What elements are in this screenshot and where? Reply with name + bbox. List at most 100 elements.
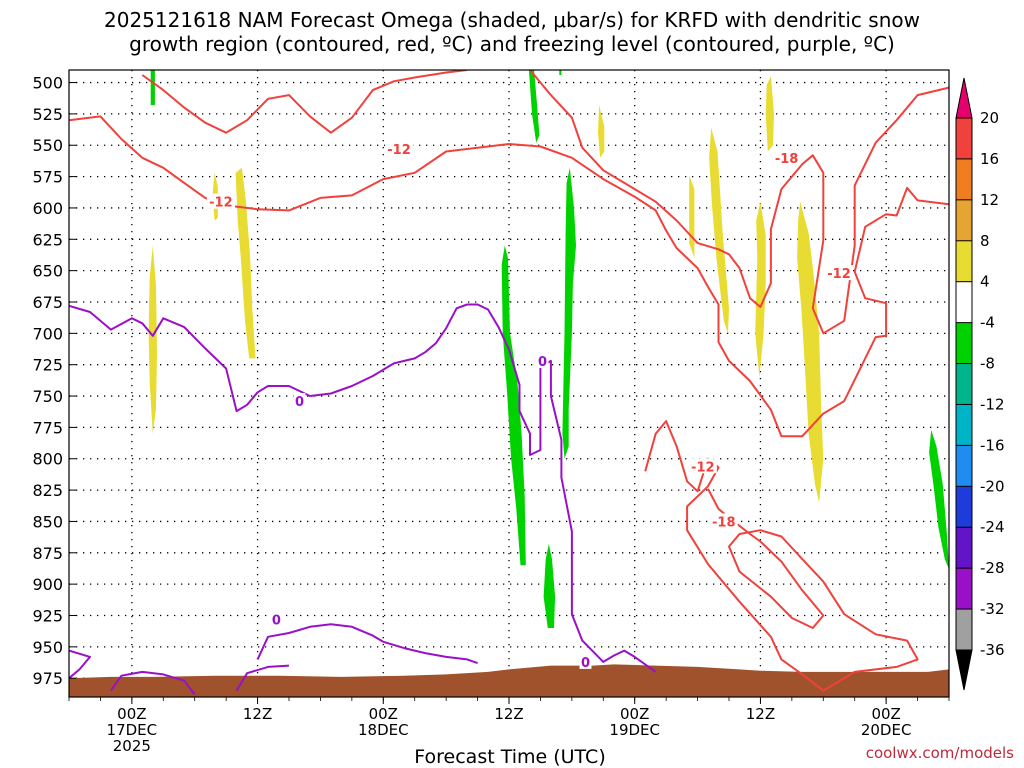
contour-label: 0 xyxy=(272,613,281,628)
dgz-contour-line xyxy=(69,115,949,438)
y-tick-label: 700 xyxy=(32,324,63,343)
y-tick-label: 550 xyxy=(32,136,63,155)
freezing-level-contour xyxy=(69,649,91,679)
y-tick-label: 825 xyxy=(32,481,63,500)
colorbar-label: 4 xyxy=(980,273,990,291)
chart-title-line-2: growth region (contoured, red, ºC) and f… xyxy=(129,32,895,56)
downward-omega-region xyxy=(598,105,605,158)
colorbar-band xyxy=(956,118,972,160)
site-credit: coolwx.com/models xyxy=(865,744,1014,762)
y-tick-label: 600 xyxy=(32,199,63,218)
y-tick-label: 775 xyxy=(32,418,63,437)
contour-label-bg xyxy=(688,458,717,474)
colorbar-label: -32 xyxy=(980,600,1005,618)
colorbar-label: -28 xyxy=(980,559,1005,577)
terrain-ground xyxy=(69,664,949,697)
x-tick-label: 20DEC xyxy=(861,721,912,739)
colorbar-label: 20 xyxy=(980,109,999,127)
colorbar-band xyxy=(956,199,972,242)
y-tick-label: 525 xyxy=(32,105,63,124)
freezing-level-contour xyxy=(235,664,290,692)
colorbar-label: -12 xyxy=(980,395,1005,413)
colorbar-label: 16 xyxy=(980,150,999,168)
contour-label-bg xyxy=(270,611,283,627)
contour-label: -18 xyxy=(775,152,799,167)
x-tick-label: 00Z xyxy=(620,705,649,723)
contour-label-bg xyxy=(293,393,306,409)
x-tick-label: 2025 xyxy=(113,737,151,755)
contour-label: -18 xyxy=(712,515,736,530)
y-tick-label: 800 xyxy=(32,450,63,469)
y-tick-label: 675 xyxy=(32,293,63,312)
y-tick-label: 575 xyxy=(32,168,63,187)
downward-omega-region xyxy=(235,167,256,359)
contour-label: 0 xyxy=(538,355,547,370)
freezing-level-contour xyxy=(256,623,478,665)
colorbar-label: -16 xyxy=(980,436,1005,454)
downward-omega-region xyxy=(709,127,729,334)
downward-omega-region xyxy=(765,76,774,152)
upward-omega-region xyxy=(562,167,576,459)
colorbar-label: -24 xyxy=(980,518,1005,536)
downward-omega-region xyxy=(755,201,766,378)
downward-omega-region xyxy=(797,201,824,503)
x-tick-label: 17DEC xyxy=(107,721,158,739)
x-tick-label: 12Z xyxy=(494,705,523,723)
colorbar-band xyxy=(956,158,972,201)
y-tick-label: 875 xyxy=(32,544,63,563)
colorbar-label: -8 xyxy=(980,355,995,373)
y-tick-label: 975 xyxy=(32,669,63,688)
contour-label-bg xyxy=(772,149,801,165)
colorbar-label: -4 xyxy=(980,314,995,332)
freezing-level-contour xyxy=(69,303,657,673)
upward-omega-region xyxy=(528,70,540,143)
upward-omega-region xyxy=(559,70,562,75)
dgz-contour-line xyxy=(529,70,949,335)
colorbar-top-arrow xyxy=(955,77,973,119)
colorbar-band xyxy=(956,240,972,283)
x-tick-label: 00Z xyxy=(117,705,146,723)
y-tick-label: 500 xyxy=(32,74,63,93)
contour-label-bg xyxy=(536,352,549,368)
contour-label: 0 xyxy=(581,656,590,671)
contour-label: 0 xyxy=(295,395,304,410)
x-axis-label: Forecast Time (UTC) xyxy=(414,746,606,768)
colorbar-label: 12 xyxy=(980,191,999,209)
y-tick-label: 750 xyxy=(32,387,63,406)
colorbar-band xyxy=(956,445,972,487)
chart-title-line-1: 2025121618 NAM Forecast Omega (shaded, μ… xyxy=(104,8,920,32)
x-tick-label: 12Z xyxy=(243,705,272,723)
x-tick-label: 18DEC xyxy=(358,721,409,739)
colorbar-band xyxy=(956,527,972,569)
upward-omega-region xyxy=(929,429,949,570)
colorbar-band xyxy=(956,486,972,528)
y-tick-label: 925 xyxy=(32,606,63,625)
colorbar-band xyxy=(956,281,972,324)
x-tick-label: 19DEC xyxy=(609,721,660,739)
x-tick-label: 12Z xyxy=(746,705,775,723)
colorbar-band xyxy=(956,404,972,446)
y-tick-label: 725 xyxy=(32,356,63,375)
freezing-level-contour xyxy=(110,670,196,696)
upward-omega-region xyxy=(150,70,155,106)
contour-label: -12 xyxy=(827,267,851,282)
colorbar-band xyxy=(956,363,972,405)
y-tick-label: 900 xyxy=(32,575,63,594)
colorbar-label: -20 xyxy=(980,477,1005,495)
colorbar-band xyxy=(956,322,972,364)
x-tick-label: 00Z xyxy=(369,705,398,723)
y-tick-label: 850 xyxy=(32,512,63,531)
contour-label: -12 xyxy=(691,460,715,475)
contour-label-bg xyxy=(385,141,413,157)
x-tick-label: 00Z xyxy=(871,705,900,723)
contour-label-bg xyxy=(825,265,853,281)
dgz-contour-line xyxy=(141,70,468,134)
contour-label-bg xyxy=(579,653,592,669)
y-tick-label: 950 xyxy=(32,638,63,657)
colorbar-label: -36 xyxy=(980,641,1005,659)
contour-label: -12 xyxy=(387,143,411,158)
colorbar-band xyxy=(956,568,972,610)
colorbar-band xyxy=(956,609,972,651)
y-tick-label: 625 xyxy=(32,230,63,249)
